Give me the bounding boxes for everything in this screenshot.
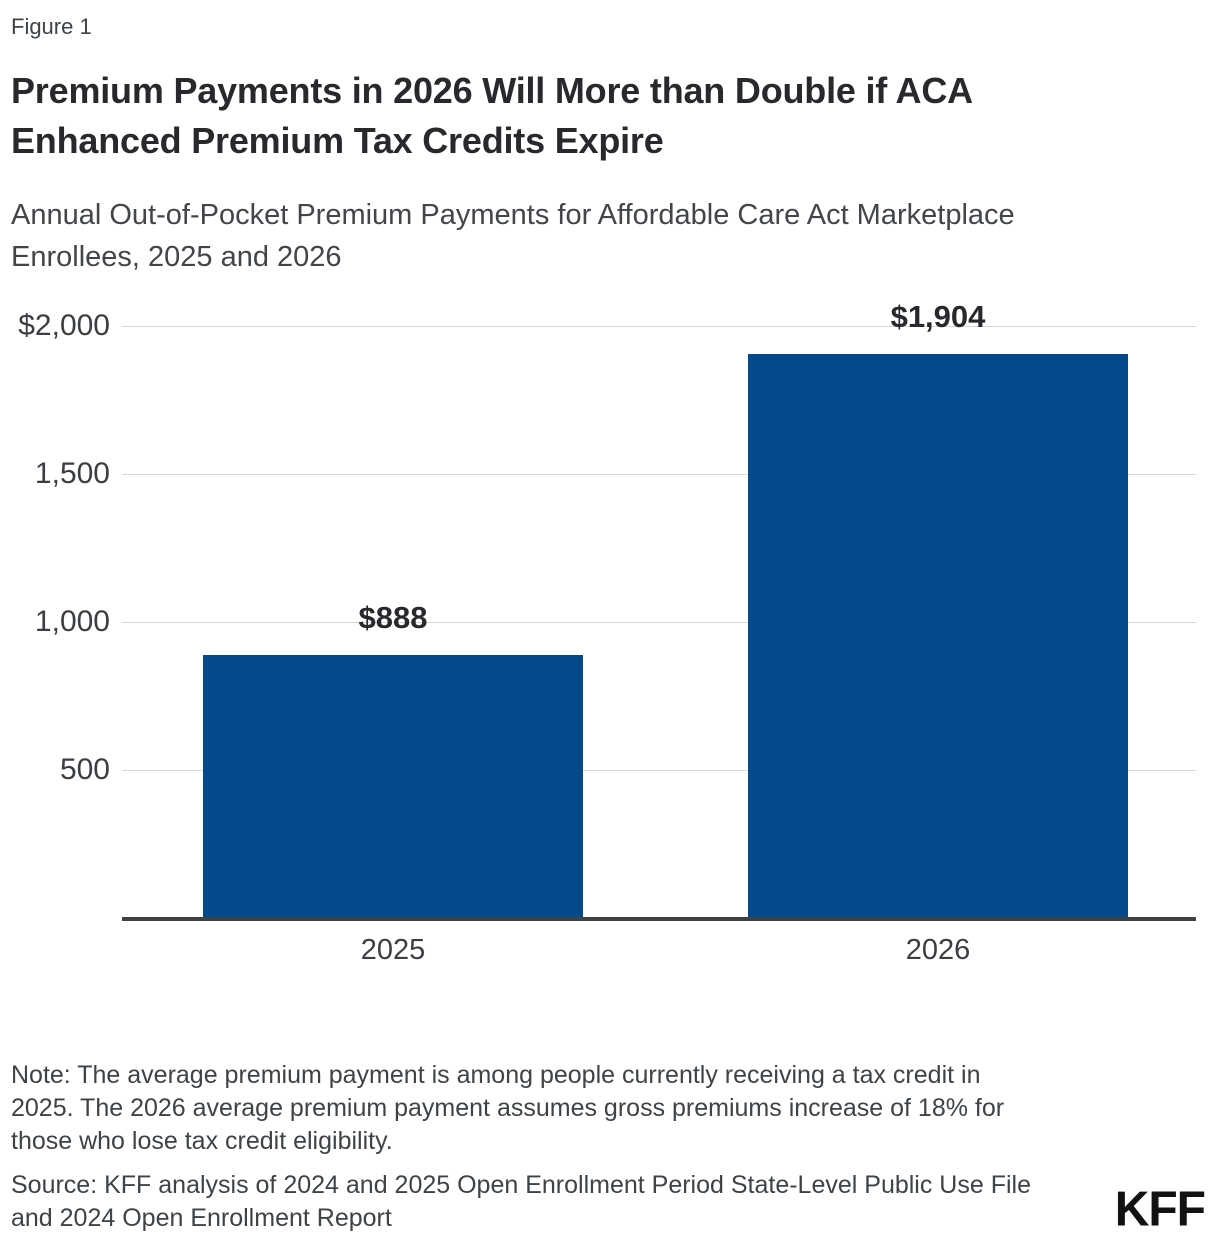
gridline-1500 [122, 473, 1196, 475]
x-axis-label-2025: 2025 [360, 934, 426, 966]
page-title: Premium Payments in 2026 Will More than … [11, 66, 973, 166]
y-axis-tick-label: 1,500 [34, 457, 110, 490]
bar-chart-plot-area: $2,000 1,500 1,000 500 $888 2025 $1,904 2026 [18, 299, 1196, 966]
y-axis-tick-label: $2,000 [18, 309, 110, 342]
source-line-2: and 2024 Open Enrollment Report [11, 1204, 392, 1232]
bar-2025 [203, 655, 583, 918]
gridline-2000 [122, 325, 1196, 327]
y-axis-tick-label: 1,000 [34, 605, 110, 638]
source-text: Source: KFF analysis of 2024 and 2025 Op… [11, 1169, 1031, 1235]
page-title-line-1: Premium Payments in 2026 Will More than … [11, 70, 973, 111]
x-axis-label-2026: 2026 [905, 934, 971, 966]
note-text: Note: The average premium payment is amo… [11, 1059, 1004, 1158]
note-line-1: Note: The average premium payment is amo… [11, 1061, 981, 1089]
gridline-500 [122, 769, 1196, 771]
chart-subtitle-line-2: Enrollees, 2025 and 2026 [11, 241, 342, 273]
x-axis-line [122, 917, 1196, 921]
bar-value-label-2025: $888 [358, 600, 428, 636]
source-line-1: Source: KFF analysis of 2024 and 2025 Op… [11, 1171, 1031, 1199]
figure-label: Figure 1 [11, 14, 92, 39]
gridline-1000 [122, 621, 1196, 623]
bar-value-label-2026: $1,904 [890, 299, 986, 335]
y-axis-tick-label: 500 [59, 753, 110, 786]
note-line-3: those who lose tax credit eligibility. [11, 1127, 393, 1155]
chart-subtitle-line-1: Annual Out-of-Pocket Premium Payments fo… [11, 199, 1015, 231]
kff-logo: KFF [1114, 1182, 1206, 1237]
chart-subtitle: Annual Out-of-Pocket Premium Payments fo… [11, 194, 1015, 278]
bar-2026 [748, 354, 1128, 918]
page-title-line-2: Enhanced Premium Tax Credits Expire [11, 120, 664, 161]
note-line-2: 2025. The 2026 average premium payment a… [11, 1094, 1005, 1122]
